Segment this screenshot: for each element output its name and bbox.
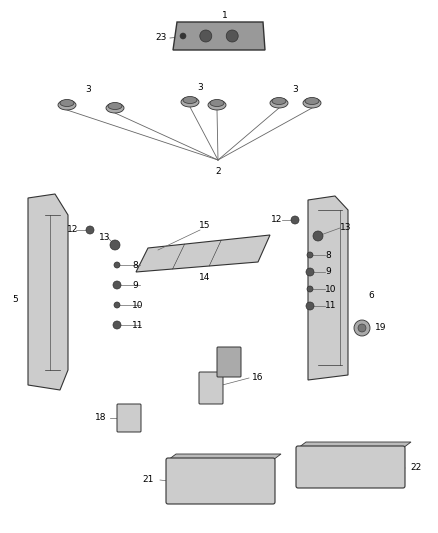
Ellipse shape bbox=[58, 100, 76, 110]
Text: 21: 21 bbox=[143, 475, 154, 484]
Ellipse shape bbox=[210, 100, 224, 107]
Circle shape bbox=[113, 281, 121, 289]
Circle shape bbox=[354, 320, 370, 336]
FancyBboxPatch shape bbox=[199, 372, 223, 404]
Text: 23: 23 bbox=[155, 34, 167, 43]
Circle shape bbox=[114, 302, 120, 308]
FancyBboxPatch shape bbox=[117, 404, 141, 432]
Ellipse shape bbox=[183, 96, 197, 103]
Ellipse shape bbox=[181, 97, 199, 107]
Ellipse shape bbox=[106, 103, 124, 113]
Ellipse shape bbox=[303, 98, 321, 108]
Text: 14: 14 bbox=[199, 273, 211, 282]
Polygon shape bbox=[173, 22, 265, 50]
Ellipse shape bbox=[305, 98, 319, 104]
Text: 13: 13 bbox=[99, 233, 110, 243]
Text: 3: 3 bbox=[292, 85, 298, 94]
Text: 8: 8 bbox=[132, 261, 138, 270]
Text: 16: 16 bbox=[252, 374, 264, 383]
Text: 11: 11 bbox=[325, 302, 336, 311]
Text: 9: 9 bbox=[325, 268, 331, 277]
Circle shape bbox=[113, 321, 121, 329]
Circle shape bbox=[110, 240, 120, 250]
Text: 13: 13 bbox=[340, 223, 352, 232]
Text: 15: 15 bbox=[199, 221, 211, 230]
Text: 1: 1 bbox=[222, 11, 228, 20]
Circle shape bbox=[306, 302, 314, 310]
Circle shape bbox=[307, 286, 313, 292]
Circle shape bbox=[114, 262, 120, 268]
Circle shape bbox=[226, 30, 238, 42]
FancyBboxPatch shape bbox=[217, 347, 241, 377]
Text: 5: 5 bbox=[12, 295, 18, 304]
FancyBboxPatch shape bbox=[296, 446, 405, 488]
Ellipse shape bbox=[208, 100, 226, 110]
Text: 3: 3 bbox=[85, 85, 91, 94]
Text: 22: 22 bbox=[410, 464, 421, 472]
Text: 6: 6 bbox=[368, 290, 374, 300]
Text: 2: 2 bbox=[215, 167, 221, 176]
Polygon shape bbox=[298, 442, 411, 448]
Text: 11: 11 bbox=[132, 320, 144, 329]
Circle shape bbox=[291, 216, 299, 224]
Text: 8: 8 bbox=[325, 251, 331, 260]
Circle shape bbox=[306, 268, 314, 276]
Text: 10: 10 bbox=[132, 301, 144, 310]
Text: 12: 12 bbox=[67, 225, 78, 235]
Circle shape bbox=[307, 252, 313, 258]
Circle shape bbox=[313, 231, 323, 241]
Text: 19: 19 bbox=[375, 324, 386, 333]
Polygon shape bbox=[136, 235, 270, 272]
Text: 18: 18 bbox=[95, 414, 106, 423]
Ellipse shape bbox=[272, 98, 286, 104]
Text: 12: 12 bbox=[271, 215, 282, 224]
Circle shape bbox=[200, 30, 212, 42]
Ellipse shape bbox=[60, 100, 74, 107]
Polygon shape bbox=[28, 194, 68, 390]
Text: 10: 10 bbox=[325, 285, 336, 294]
Ellipse shape bbox=[270, 98, 288, 108]
Polygon shape bbox=[308, 196, 348, 380]
Polygon shape bbox=[168, 454, 281, 460]
Circle shape bbox=[86, 226, 94, 234]
Text: 9: 9 bbox=[132, 280, 138, 289]
Text: 3: 3 bbox=[197, 84, 203, 93]
Circle shape bbox=[180, 33, 186, 39]
Circle shape bbox=[358, 324, 366, 332]
FancyBboxPatch shape bbox=[166, 458, 275, 504]
Ellipse shape bbox=[108, 102, 122, 109]
